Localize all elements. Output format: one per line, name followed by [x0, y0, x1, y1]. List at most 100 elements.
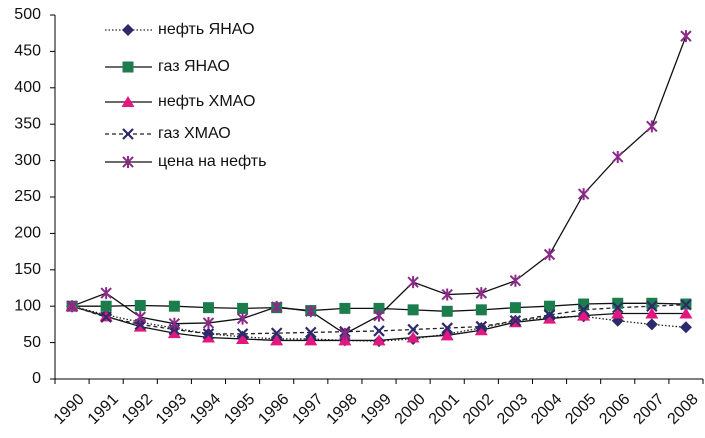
data-point [270, 300, 283, 313]
x-tick-label: 1990 [51, 391, 88, 428]
data-point [270, 334, 284, 346]
data-point [680, 30, 692, 43]
data-point [646, 300, 658, 312]
data-point [270, 327, 283, 339]
data-point [202, 302, 214, 314]
data-point [612, 150, 624, 163]
y-tick-label: 0 [32, 370, 41, 387]
data-point [680, 298, 692, 311]
data-point [305, 305, 317, 318]
data-point [373, 309, 385, 322]
data-point [509, 302, 521, 314]
data-point [406, 331, 420, 343]
data-point [236, 312, 249, 325]
data-point [201, 331, 215, 343]
data-point [100, 300, 112, 312]
x-tick-label: 2006 [596, 391, 633, 428]
data-point [100, 287, 112, 300]
data-point [339, 327, 351, 340]
x-tick-label: 2003 [494, 391, 531, 428]
x-tick-label: 2000 [392, 391, 429, 428]
y-tick-label: 100 [14, 297, 41, 314]
y-tick-label: 450 [14, 43, 41, 60]
data-point [543, 309, 556, 321]
y-tick-label: 150 [14, 261, 41, 278]
data-point [475, 287, 488, 300]
data-point [612, 297, 624, 309]
data-point [338, 334, 352, 346]
data-point [679, 321, 692, 334]
data-point [134, 299, 146, 311]
legend-marker [122, 156, 134, 168]
data-point [543, 248, 556, 261]
x-tick-label: 1992 [119, 391, 156, 428]
legend-marker [122, 61, 134, 73]
data-point [577, 309, 591, 321]
x-tick-label: 1995 [221, 391, 258, 428]
data-point [304, 334, 318, 346]
data-point [611, 307, 625, 319]
legend-label: нефть ЯНАО [158, 21, 255, 38]
x-tick-label: 2005 [562, 391, 599, 428]
data-point [372, 334, 386, 346]
data-point [509, 314, 522, 327]
y-tick-label: 50 [23, 334, 41, 351]
data-point [441, 288, 453, 301]
x-tick-label: 2004 [528, 391, 565, 428]
data-point [407, 304, 419, 316]
data-point [237, 302, 249, 314]
data-point [509, 274, 522, 287]
legend-label: газ ХМАО [158, 125, 231, 142]
data-point [66, 300, 78, 313]
y-tick-label: 500 [14, 6, 41, 23]
y-tick-label: 300 [14, 152, 41, 169]
legend-marker [121, 96, 135, 107]
data-point [441, 305, 453, 317]
data-point [646, 120, 658, 133]
x-tick-label: 1997 [289, 391, 326, 428]
data-point [679, 307, 693, 319]
x-tick-label: 1996 [255, 391, 292, 428]
x-tick-label: 2002 [460, 391, 497, 428]
x-tick-label: 1998 [324, 391, 361, 428]
data-point [168, 300, 180, 312]
legend-label: цена на нефть [158, 153, 266, 170]
data-point [134, 311, 146, 324]
data-point [577, 188, 590, 201]
data-point [475, 320, 488, 333]
data-point [100, 311, 112, 323]
x-tick-label: 2001 [426, 391, 463, 428]
x-tick-label: 2007 [630, 391, 667, 428]
data-point [407, 323, 419, 336]
y-tick-label: 250 [14, 188, 41, 205]
y-tick-label: 350 [14, 115, 41, 132]
legend-label: газ ЯНАО [158, 58, 230, 75]
y-tick-label: 400 [14, 79, 41, 96]
data-point [474, 324, 488, 336]
data-point [440, 329, 454, 341]
data-point [305, 326, 317, 339]
data-point [373, 325, 385, 337]
data-point [611, 301, 624, 314]
data-point [441, 322, 453, 334]
series-line [71, 35, 687, 335]
legend-marker [122, 128, 134, 140]
data-point [202, 316, 215, 329]
x-tick-label: 1991 [85, 391, 122, 428]
data-point [339, 302, 351, 314]
data-point [646, 297, 658, 309]
data-point [202, 328, 215, 340]
data-point [645, 307, 659, 319]
legend-label: нефть ХМАО [158, 93, 255, 110]
data-point [578, 298, 590, 310]
data-point [407, 276, 419, 289]
data-point [168, 317, 181, 330]
data-point [577, 304, 590, 316]
legend-marker [122, 24, 134, 36]
data-point [543, 312, 557, 324]
data-point [544, 300, 556, 312]
data-point [373, 302, 385, 314]
y-tick-label: 200 [14, 225, 41, 242]
x-tick-label: 1994 [187, 391, 224, 428]
